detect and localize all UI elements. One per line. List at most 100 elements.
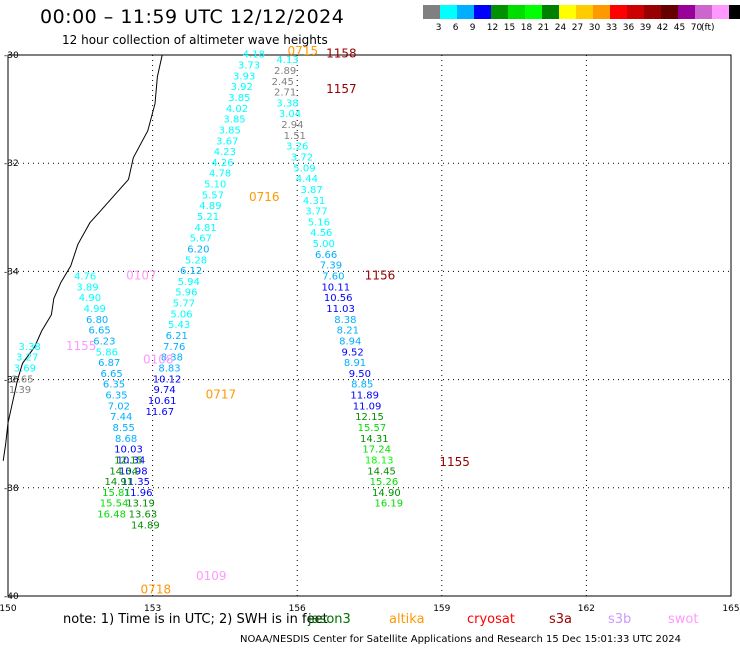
wave-height-point: 2.71 [274, 88, 296, 99]
wave-height-point: 14.31 [360, 434, 389, 445]
wave-height-point: 8.55 [113, 423, 135, 434]
wave-height-point: 6.20 [187, 244, 209, 255]
wave-height-point: 4.02 [226, 104, 248, 115]
colorbar-label: 3 [435, 23, 442, 33]
wave-height-point: 8.83 [158, 363, 180, 374]
wave-height-point: 6.65 [88, 326, 110, 337]
wave-height-point: 11.03 [326, 304, 355, 315]
pass-time-label: 0718 [141, 582, 172, 596]
wave-height-point: 4.13 [276, 55, 298, 66]
colorbar-label: 36 [622, 23, 635, 33]
wave-height-point: 5.94 [178, 277, 200, 288]
wave-height-point: 16.48 [97, 510, 126, 521]
pass-time-label: 1158 [326, 47, 357, 61]
wave-height-point: 5.57 [202, 190, 224, 201]
wave-height-point: 5.96 [175, 288, 197, 299]
wave-height-point: 4.44 [296, 174, 318, 185]
pass-time-label: 0716 [249, 190, 280, 204]
wave-height-point: 10.98 [119, 466, 148, 477]
wave-height-point: 5.77 [173, 299, 195, 310]
wave-height-point: 10.56 [324, 293, 353, 304]
colorbar-swatch [593, 5, 610, 19]
pass-time-label: 1155 [66, 339, 97, 353]
wave-height-point: 16.19 [374, 499, 403, 510]
legend-item-altika: altika [389, 612, 425, 627]
legend-item-cryosat: cryosat [467, 612, 515, 627]
colorbar-label: 12 [486, 23, 499, 33]
wave-height-point: 4.81 [194, 223, 216, 234]
y-tick-label: -30 [4, 51, 19, 61]
colorbar-label: 27 [571, 23, 584, 33]
legend-item-s3b: s3b [608, 612, 632, 627]
colorbar-swatch [440, 5, 457, 19]
wave-height-point: 7.02 [108, 401, 130, 412]
pass-time-label: 0109 [196, 569, 227, 583]
x-tick-label: 153 [144, 604, 161, 614]
wave-height-point: 8.68 [115, 434, 137, 445]
wave-height-point: 7.60 [322, 272, 344, 283]
wave-height-point: 4.76 [74, 272, 96, 283]
wave-height-point: 11.35 [121, 477, 150, 488]
colorbar-swatch [627, 5, 644, 19]
colorbar-label: 24 [554, 23, 567, 33]
x-tick-label: 150 [0, 604, 17, 614]
wave-height-point: 2.45 [272, 77, 294, 88]
wave-height-point: 4.31 [303, 196, 325, 207]
wave-height-point: 13.63 [129, 510, 158, 521]
pass-time-label: 0108 [143, 352, 174, 366]
wave-height-point: 7.76 [163, 342, 185, 353]
colorbar-swatch [423, 5, 440, 19]
wave-height-point: 7.39 [320, 261, 342, 272]
wave-height-point: 3.72 [291, 152, 313, 163]
wave-height-point: 3.27 [16, 353, 38, 364]
wave-height-point: 13.19 [126, 499, 155, 510]
wave-height-point: 8.94 [339, 336, 361, 347]
wave-height-point: 8.38 [334, 315, 356, 326]
wave-height-point: 4.99 [84, 304, 106, 315]
wave-height-point: 3.67 [216, 136, 238, 147]
wave-height-point: 14.89 [131, 520, 160, 531]
wave-height-point: 3.85 [219, 125, 241, 136]
wave-height-point: 9.74 [154, 385, 176, 396]
wave-height-point: 10.34 [117, 455, 146, 466]
wave-height-point: 3.04 [279, 109, 301, 120]
wave-height-point: 3.73 [238, 61, 260, 72]
wave-height-point: 11.96 [124, 488, 153, 499]
colorbar-swatch [695, 5, 712, 19]
wave-height-point: 6.21 [166, 331, 188, 342]
pass-time-label: 1155 [439, 455, 470, 469]
colorbar-swatch [610, 5, 627, 19]
wave-height-point: 15.26 [370, 477, 399, 488]
wave-height-point: 6.35 [103, 380, 125, 391]
colorbar-swatch [559, 5, 576, 19]
colorbar-swatch [542, 5, 559, 19]
wave-height-point: 14.34 [109, 466, 138, 477]
colorbar-swatch [525, 5, 542, 19]
y-tick-label: -40 [4, 592, 19, 602]
wave-height-point: 6.66 [315, 250, 337, 261]
wave-height-point: 12.15 [114, 455, 143, 466]
wave-height-point: 11.67 [146, 407, 175, 418]
colorbar-swatch [661, 5, 678, 19]
wave-height-point: 3.85 [228, 93, 250, 104]
colorbar-swatch [508, 5, 525, 19]
wave-height-point: 3.38 [276, 98, 298, 109]
wave-height-point: 6.87 [98, 358, 120, 369]
colorbar-label: 15 [503, 23, 516, 33]
wave-height-point: 15.57 [358, 423, 387, 434]
footer-credit: NOAA/NESDIS Center for Satellite Applica… [240, 634, 682, 645]
wave-height-point: 8.21 [337, 326, 359, 337]
wave-height-point: 4.18 [243, 50, 265, 61]
wave-height-point: 4.26 [211, 158, 233, 169]
wave-height-point: 3.26 [286, 142, 308, 153]
pass-time-label: 1157 [326, 82, 357, 96]
wave-height-point: 5.67 [190, 234, 212, 245]
colorbar-swatch [729, 5, 740, 19]
wave-height-point: 11.89 [350, 391, 379, 402]
wave-height-point: 12.15 [355, 412, 384, 423]
colorbar-label: 70 [690, 23, 703, 33]
wave-height-point: 2.94 [281, 120, 303, 131]
wave-height-point: 3.87 [301, 185, 323, 196]
wave-height-point: 8.91 [344, 358, 366, 369]
